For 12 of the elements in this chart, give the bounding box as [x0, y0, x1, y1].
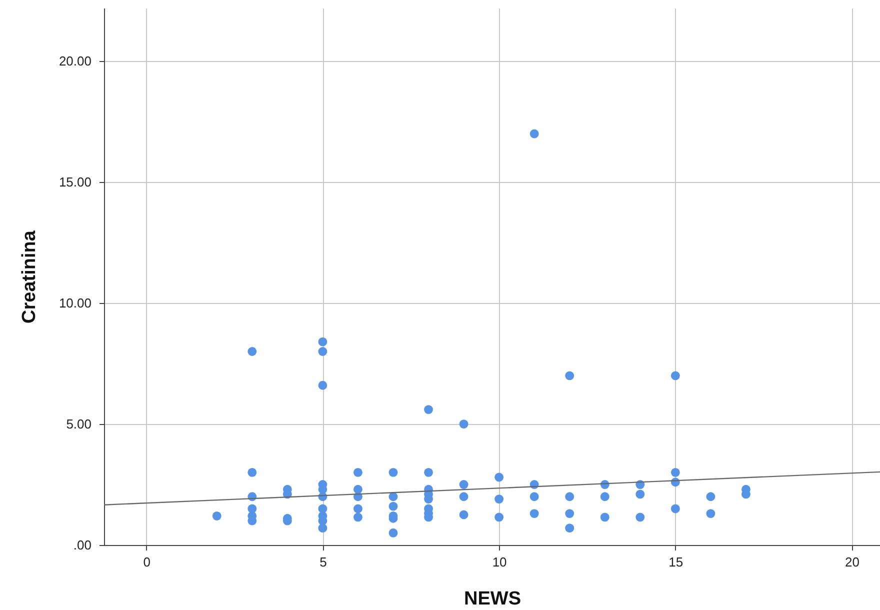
x-tick-label: 10	[492, 554, 507, 570]
y-tick-label: 5.00	[66, 416, 92, 432]
y-tick-label: 20.00	[58, 54, 92, 69]
y-tick-label: .00	[73, 538, 92, 552]
x-tick-label: 15	[668, 554, 684, 570]
x-tick-label: 0	[143, 554, 150, 570]
y-tick-label: 10.00	[58, 296, 92, 311]
x-axis-title: NEWS	[464, 588, 521, 610]
y-axis-title: Creatinina	[18, 230, 40, 324]
x-tick-label: 5	[320, 554, 327, 570]
y-tick-label: 15.00	[58, 174, 92, 190]
x-tick-label: 20	[845, 554, 860, 570]
